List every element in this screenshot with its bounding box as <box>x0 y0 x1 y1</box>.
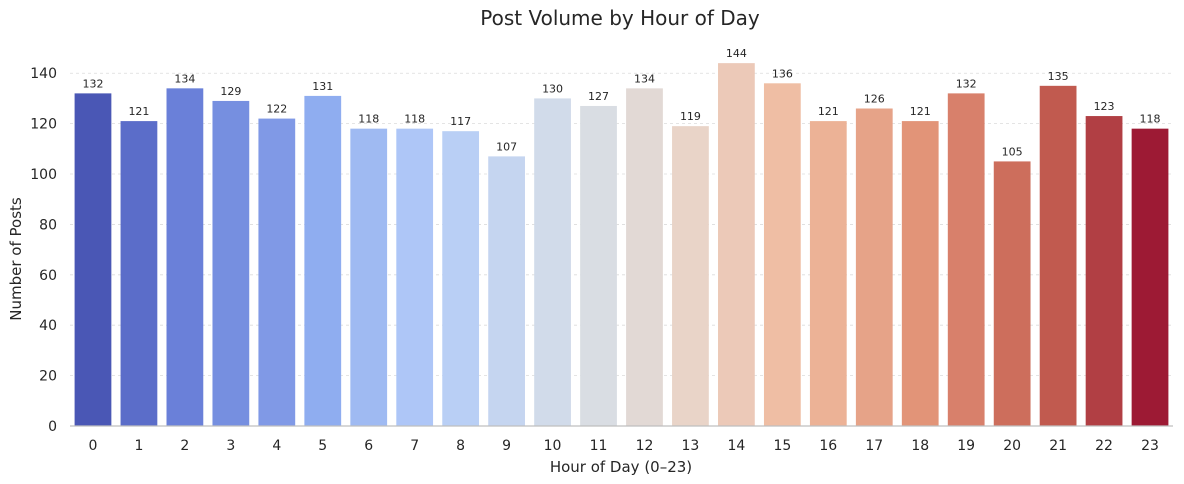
bar-value-label: 121 <box>128 105 149 118</box>
bar-value-label: 132 <box>82 77 103 90</box>
x-tick-label: 16 <box>819 438 837 454</box>
bar <box>74 93 112 426</box>
bar <box>763 83 801 427</box>
bar-value-label: 134 <box>634 72 655 85</box>
bar-value-label: 129 <box>220 85 241 98</box>
bar-value-label: 119 <box>680 110 701 123</box>
bar-value-label: 122 <box>266 103 287 116</box>
x-tick-label: 20 <box>1003 438 1021 454</box>
bar <box>488 156 525 426</box>
y-tick-label: 140 <box>30 66 57 82</box>
y-tick-label: 120 <box>30 117 57 133</box>
bar <box>901 121 939 426</box>
bar <box>1039 85 1077 427</box>
y-tick-label: 80 <box>39 217 57 233</box>
y-tick-label: 60 <box>39 268 57 284</box>
x-tick-label: 1 <box>134 438 143 454</box>
bar <box>120 121 158 426</box>
x-tick-label: 4 <box>272 438 281 454</box>
bar <box>258 118 296 426</box>
x-tick-label: 23 <box>1141 438 1159 454</box>
x-tick-label: 22 <box>1095 438 1113 454</box>
bar-value-label: 134 <box>174 72 195 85</box>
y-axis-label: Number of Posts <box>7 197 25 321</box>
x-tick-label: 19 <box>957 438 975 454</box>
bar-value-label: 127 <box>588 90 609 103</box>
x-tick-label: 18 <box>911 438 929 454</box>
x-tick-label: 17 <box>865 438 883 454</box>
bar <box>1085 116 1123 427</box>
x-tick-label: 3 <box>226 438 235 454</box>
bar <box>396 128 434 426</box>
bar <box>672 126 709 426</box>
bar <box>534 98 571 427</box>
chart-title: Post Volume by Hour of Day <box>480 6 760 30</box>
bar <box>947 93 985 426</box>
x-tick-label: 7 <box>410 438 419 454</box>
bar <box>809 121 847 426</box>
bar-value-label: 118 <box>404 113 425 126</box>
x-tick-label: 10 <box>544 438 562 454</box>
y-tick-label: 40 <box>39 318 57 334</box>
bar-value-label: 132 <box>956 77 977 90</box>
bar <box>580 105 617 426</box>
y-tick-label: 20 <box>39 369 57 385</box>
x-axis-ticks: 0 1 2 3 4 5 6 7 8 9 10 11 12 13 14 15 16 17 18 19 20 21 22 23 <box>89 438 1159 454</box>
y-tick-label: 100 <box>30 167 57 183</box>
bars <box>74 63 1169 427</box>
bar <box>350 128 388 426</box>
grid-lines <box>70 72 1173 377</box>
bar-value-label: 131 <box>312 80 333 93</box>
bar-value-label: 123 <box>1094 100 1115 113</box>
bar <box>626 88 663 426</box>
y-axis-ticks: 0 20 40 60 80 100 120 140 <box>30 66 57 435</box>
bar <box>442 131 480 426</box>
bar-value-label: 105 <box>1002 145 1023 158</box>
x-tick-label: 11 <box>590 438 608 454</box>
x-tick-label: 21 <box>1049 438 1067 454</box>
x-tick-label: 12 <box>636 438 654 454</box>
bar-value-label: 118 <box>358 113 379 126</box>
x-tick-label: 15 <box>773 438 791 454</box>
x-tick-label: 2 <box>180 438 189 454</box>
bar-value-label: 117 <box>450 115 471 128</box>
bar <box>718 63 755 427</box>
bar <box>1131 128 1169 426</box>
bar-value-label: 126 <box>864 93 885 106</box>
x-tick-label: 9 <box>502 438 511 454</box>
x-tick-label: 0 <box>89 438 98 454</box>
bar-value-label: 136 <box>772 67 793 80</box>
bar <box>212 100 250 426</box>
bar-value-label: 121 <box>818 105 839 118</box>
bar <box>166 88 204 426</box>
bar-value-label: 144 <box>726 47 747 60</box>
x-tick-label: 5 <box>318 438 327 454</box>
x-axis-label: Hour of Day (0–23) <box>550 458 692 476</box>
x-tick-label: 6 <box>364 438 373 454</box>
x-tick-label: 13 <box>682 438 700 454</box>
bar-value-label: 118 <box>1140 113 1161 126</box>
bar-value-label: 135 <box>1048 70 1069 83</box>
bar-value-label: 130 <box>542 82 563 95</box>
bar <box>304 95 342 427</box>
x-tick-label: 8 <box>456 438 465 454</box>
y-tick-label: 0 <box>48 419 57 435</box>
data-labels: 132 121 134 129 122 131 118 118 117 107 130 127 134 1… <box>82 47 1160 158</box>
x-tick-label: 14 <box>727 438 745 454</box>
bar-value-label: 107 <box>496 140 517 153</box>
bar-value-label: 121 <box>910 105 931 118</box>
bar <box>855 108 893 426</box>
bar <box>993 161 1031 426</box>
